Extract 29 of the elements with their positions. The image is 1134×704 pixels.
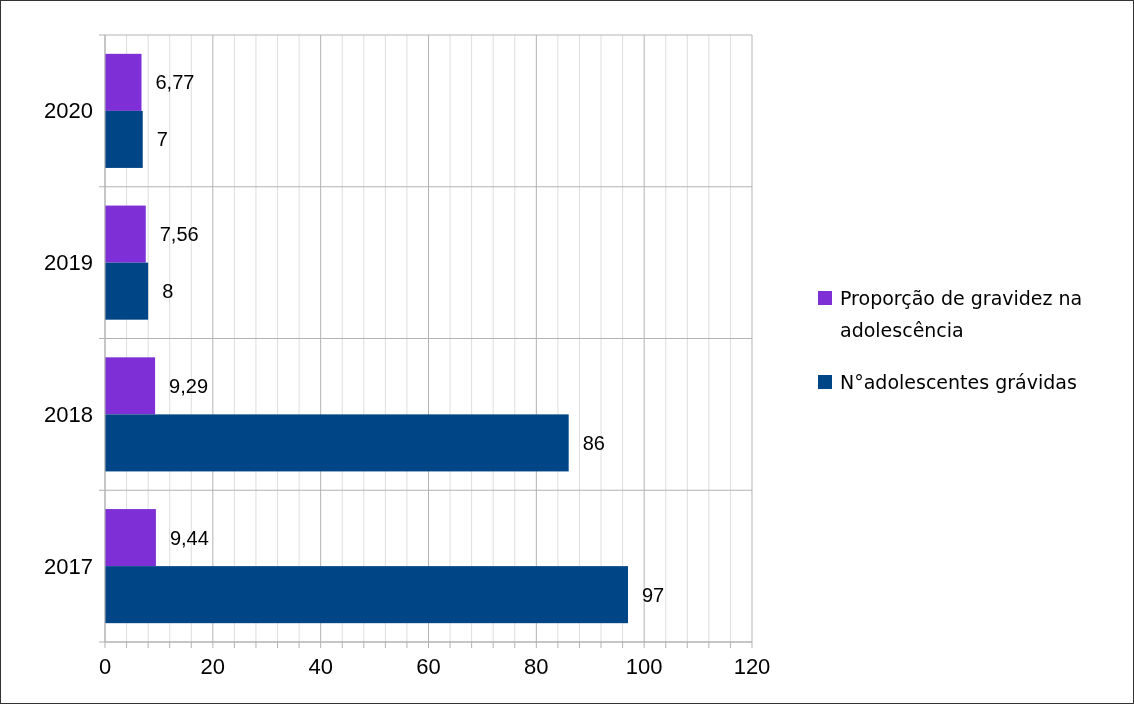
x-tick-label: 120 [733,654,771,679]
x-tick-label: 60 [416,654,441,679]
data-label: 9,29 [169,374,209,397]
data-label: 7 [156,128,168,151]
y-tick-label: 2019 [44,250,93,276]
data-label: 86 [582,431,605,454]
bar [105,357,156,415]
bar [105,53,142,111]
bar [105,262,149,320]
bar [105,414,569,472]
bar [105,509,156,567]
data-label: 8 [162,280,174,303]
x-tick-label: 0 [98,654,112,679]
data-label: 6,77 [155,71,195,94]
x-tick-label: 20 [200,654,226,679]
data-label: 7,56 [159,223,199,246]
bar [105,566,628,624]
x-tick-label: 40 [308,654,333,679]
data-label: 97 [641,583,665,606]
y-tick-label: 2017 [44,553,93,579]
bar [105,205,146,263]
legend-label: Proporção de gravidez na adolescência [840,287,1083,341]
x-tick-label: 80 [524,654,549,679]
y-tick-label: 2020 [44,98,93,124]
x-tick-label: 100 [625,654,663,679]
bar [105,110,143,168]
legend-label: N°adolescentes grávidas [840,371,1077,393]
y-tick-label: 2018 [44,401,93,427]
data-label: 9,44 [169,526,209,549]
